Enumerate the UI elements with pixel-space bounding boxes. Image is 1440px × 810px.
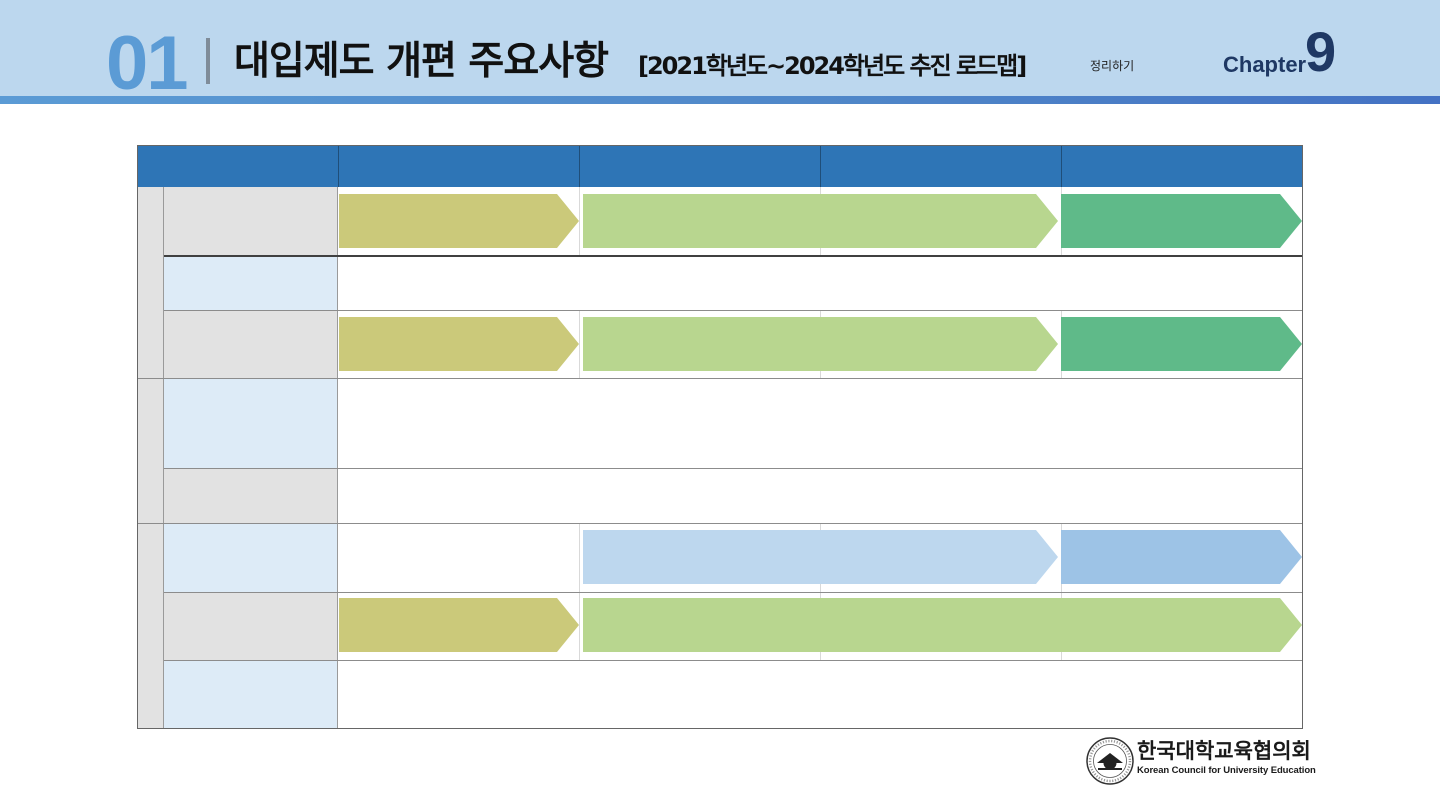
kcue-logo: 한국대학교육협의회 Korean Council for University … — [1085, 736, 1316, 788]
group-cell-3 — [138, 523, 164, 728]
group-cell-2 — [138, 378, 164, 523]
timeline-arrow-row6-phase2 — [1061, 530, 1302, 584]
title-divider — [206, 38, 210, 84]
timeline-arrow-row3-phase3 — [1061, 317, 1302, 371]
logo-name-english: Korean Council for University Education — [1137, 765, 1316, 776]
timeline-arrow-row3-phase1 — [339, 317, 579, 371]
header-cell-category — [138, 146, 338, 187]
row-label-3 — [164, 310, 338, 378]
row-divider — [164, 310, 1302, 311]
header-stripe — [0, 96, 1440, 104]
page-title: 대입제도 개편 주요사항 — [234, 39, 609, 84]
page-subtitle: [2021학년도~2024학년도 추진 로드맵] — [638, 52, 1027, 80]
seal-icon — [1086, 737, 1134, 785]
chapter-number: 9 — [1305, 20, 1337, 83]
timeline-arrow-row3-phase2 — [583, 317, 1058, 371]
column-divider — [579, 523, 580, 592]
timeline-arrow-row6-phase1 — [583, 530, 1058, 584]
row-label-6 — [164, 523, 338, 592]
row-label-4 — [164, 378, 338, 468]
row-divider — [164, 660, 1302, 661]
row-label-7 — [164, 592, 338, 660]
timeline-arrow-row7-phase2 — [583, 598, 1302, 652]
row-divider — [138, 378, 1302, 379]
header-cell-2024 — [1061, 146, 1302, 187]
timeline-arrow-row1-phase3 — [1061, 194, 1302, 248]
row-divider — [164, 255, 1302, 257]
timeline-arrow-row7-phase1 — [339, 598, 579, 652]
row-divider — [138, 523, 1302, 524]
header-band — [0, 0, 1440, 96]
logo-name-korean: 한국대학교육협의회 — [1137, 739, 1311, 763]
row-label-5 — [164, 468, 338, 523]
timeline-arrow-row1-phase2 — [583, 194, 1058, 248]
chapter-label: Chapter — [1223, 52, 1307, 77]
column-divider — [579, 592, 580, 660]
header-cell-2021 — [338, 146, 579, 187]
summary-label: 정리하기 — [1090, 59, 1135, 73]
row-label-1 — [164, 187, 338, 256]
row-label-8 — [164, 660, 338, 728]
header-cell-2023 — [820, 146, 1061, 187]
row-divider — [164, 468, 1302, 469]
row-label-2 — [164, 256, 338, 310]
roadmap-table — [137, 145, 1303, 729]
timeline-arrow-row1-phase1 — [339, 194, 579, 248]
column-divider — [579, 310, 580, 378]
column-divider — [579, 187, 580, 256]
section-number: 01 — [106, 21, 189, 106]
row-divider — [164, 592, 1302, 593]
group-cell-1 — [138, 187, 164, 378]
header-cell-2022 — [579, 146, 820, 187]
